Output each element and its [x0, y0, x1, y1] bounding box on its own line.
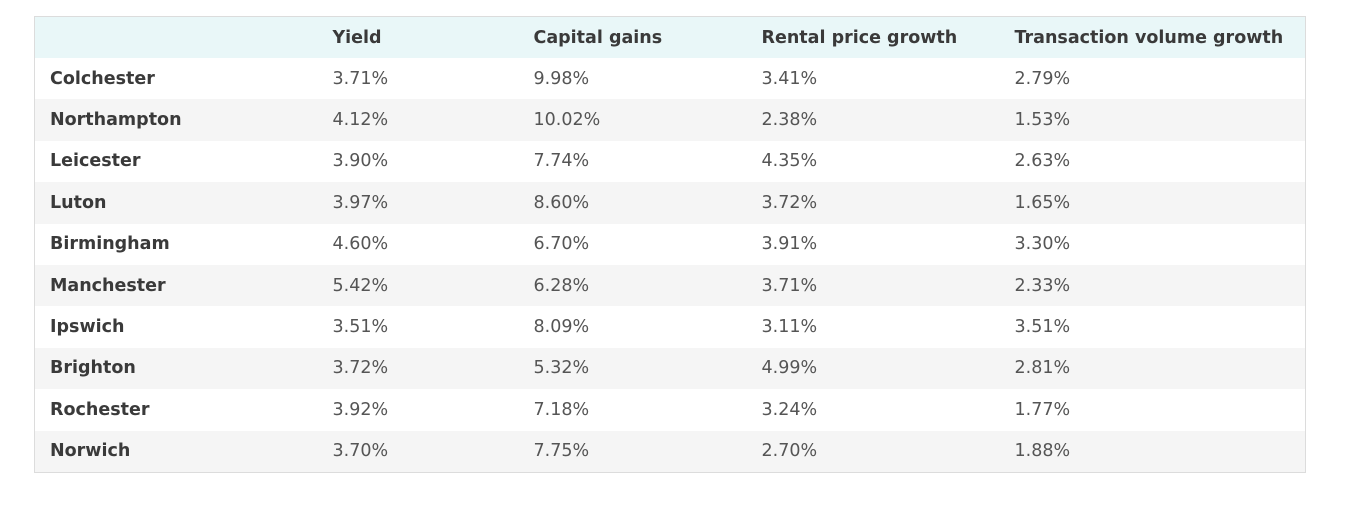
header-cell: Transaction volume growth: [1014, 27, 1284, 48]
city-cell: Colchester: [50, 68, 155, 89]
value-cell: 3.97%: [332, 192, 389, 213]
value-cell: 8.09%: [533, 317, 590, 338]
city-cell: Luton: [50, 192, 107, 213]
city-cell: Manchester: [50, 275, 166, 296]
value-cell: 4.99%: [761, 358, 818, 379]
value-cell: 3.41%: [761, 68, 818, 89]
value-cell: 6.28%: [533, 275, 590, 296]
header-cell: Rental price growth: [761, 27, 958, 48]
value-cell: 2.70%: [761, 441, 818, 462]
table-row: Birmingham 4.60% 6.70% 3.91% 3.30%: [34, 223, 1306, 265]
value-cell: 1.77%: [1014, 399, 1071, 420]
city-cell: Brighton: [50, 358, 136, 379]
value-cell: 2.81%: [1014, 358, 1071, 379]
city-cell: Ipswich: [50, 317, 125, 338]
table-header: Yield Capital gains Rental price growth Tra…: [34, 16, 1306, 59]
table-row: Manchester 5.42% 6.28% 3.71% 2.33%: [34, 264, 1306, 307]
value-cell: 8.60%: [533, 192, 590, 213]
value-cell: 3.71%: [332, 68, 389, 89]
data-table: Yield Capital gains Rental price growth Tra…: [34, 16, 1306, 473]
value-cell: 4.35%: [761, 151, 818, 172]
value-cell: 3.71%: [761, 275, 818, 296]
table-row: Norwich 3.70% 7.75% 2.70% 1.88%: [34, 430, 1306, 473]
value-cell: 1.53%: [1014, 110, 1071, 131]
value-cell: 3.92%: [332, 399, 389, 420]
city-cell: Birmingham: [50, 234, 170, 255]
header-cell: [35, 17, 333, 59]
value-cell: 2.38%: [761, 110, 818, 131]
table-row: Northampton 4.12% 10.02% 2.38% 1.53%: [34, 99, 1306, 141]
value-cell: 3.24%: [761, 399, 818, 420]
table-row: Rochester 3.92% 7.18% 3.24% 1.77%: [34, 389, 1306, 431]
table-row: Brighton 3.72% 5.32% 4.99% 2.81%: [34, 347, 1306, 390]
table-row: Leicester 3.90% 7.74% 4.35% 2.63%: [34, 140, 1306, 183]
value-cell: 7.75%: [533, 441, 590, 462]
value-cell: 5.42%: [332, 275, 389, 296]
value-cell: 3.91%: [761, 234, 818, 255]
value-cell: 3.72%: [332, 358, 389, 379]
header-cell: Capital gains: [533, 27, 663, 48]
value-cell: 2.79%: [1014, 68, 1071, 89]
value-cell: 3.70%: [332, 441, 389, 462]
city-cell: Rochester: [50, 399, 150, 420]
city-cell: Leicester: [50, 151, 141, 172]
table-row: Luton 3.97% 8.60% 3.72% 1.65%: [34, 182, 1306, 224]
header-row: Yield Capital gains Rental price growth Tra…: [34, 16, 1306, 59]
value-cell: 7.74%: [533, 151, 590, 172]
value-cell: 3.72%: [761, 192, 818, 213]
value-cell: 3.51%: [1014, 317, 1071, 338]
value-cell: 7.18%: [533, 399, 590, 420]
table-row: Ipswich 3.51% 8.09% 3.11% 3.51%: [34, 306, 1306, 348]
value-cell: 9.98%: [533, 68, 590, 89]
value-cell: 6.70%: [533, 234, 590, 255]
value-cell: 4.60%: [332, 234, 389, 255]
table-row: Colchester 3.71% 9.98% 3.41% 2.79%: [34, 58, 1306, 100]
value-cell: 2.33%: [1014, 275, 1071, 296]
value-cell: 4.12%: [332, 110, 389, 131]
value-cell: 3.30%: [1014, 234, 1071, 255]
value-cell: 2.63%: [1014, 151, 1071, 172]
city-cell: Norwich: [50, 441, 131, 462]
header-cell: Yield: [332, 27, 382, 48]
value-cell: 3.51%: [332, 317, 389, 338]
table-container: Yield Capital gains Rental price growth Tra…: [34, 16, 1306, 473]
value-cell: 10.02%: [533, 110, 601, 131]
value-cell: 3.11%: [761, 317, 818, 338]
value-cell: 5.32%: [533, 358, 590, 379]
table-body: Colchester 3.71% 9.98% 3.41% 2.79% Northampto…: [34, 58, 1306, 473]
value-cell: 1.65%: [1014, 192, 1071, 213]
value-cell: 3.90%: [332, 151, 389, 172]
value-cell: 1.88%: [1014, 441, 1071, 462]
city-cell: Northampton: [50, 110, 182, 131]
